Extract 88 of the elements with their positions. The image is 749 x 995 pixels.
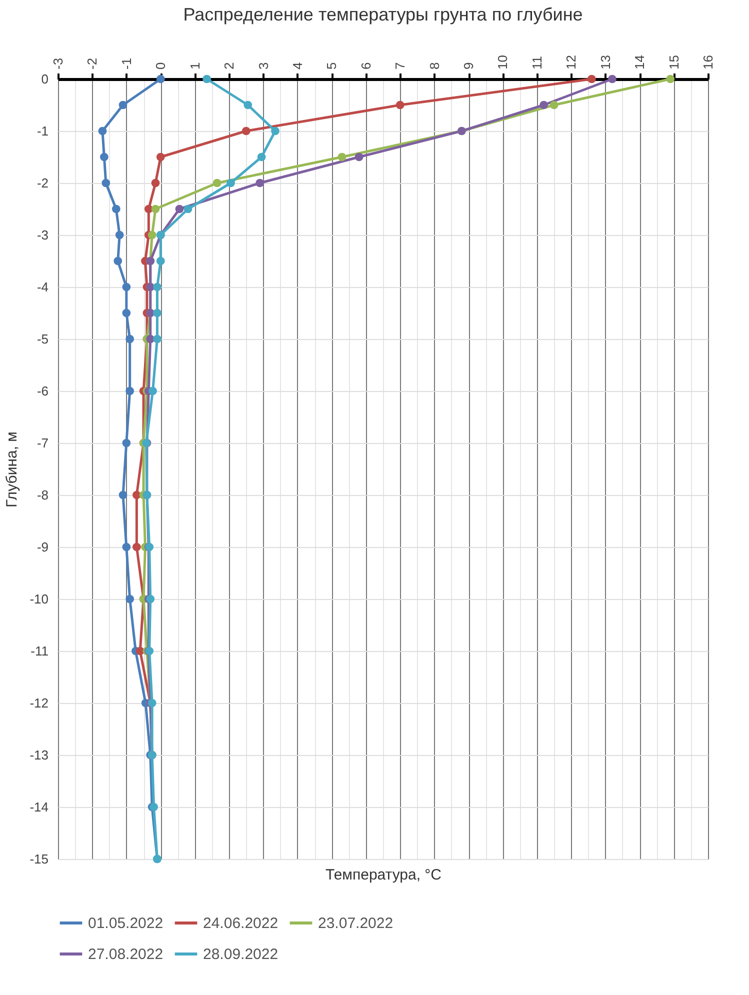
x-tick-label: 10: [495, 55, 510, 70]
point: [242, 126, 250, 136]
y-tick-label: -9: [36, 540, 48, 554]
y-tick-label: -12: [30, 696, 48, 710]
point: [153, 334, 162, 344]
x-tick-label: -1: [118, 58, 134, 70]
x-tick-label: 3: [256, 62, 271, 70]
legend-label: 28.09.2022: [203, 946, 278, 963]
point: [122, 282, 131, 292]
y-tick-label: -8: [36, 488, 48, 502]
point: [257, 152, 266, 162]
x-axis-title: Температура, °C: [325, 866, 442, 884]
x-tick-label: -3: [50, 58, 66, 70]
y-tick-label: -14: [30, 800, 48, 814]
y-tick-label: -3: [36, 228, 48, 242]
y-tick-label: -15: [30, 852, 48, 866]
point: [256, 178, 264, 188]
x-tick-label: 0: [153, 62, 168, 70]
x-tick-label: 14: [632, 55, 648, 70]
x-tick-label: 13: [598, 55, 613, 70]
point: [122, 308, 131, 318]
point: [540, 100, 548, 110]
x-tick-label: 16: [700, 55, 716, 70]
point: [118, 490, 128, 500]
point: [156, 256, 165, 266]
x-tick-label: 1: [187, 62, 202, 70]
point: [151, 204, 160, 214]
point: [132, 542, 141, 552]
point: [153, 282, 162, 292]
y-tick-label: -2: [36, 176, 48, 190]
point: [153, 308, 162, 318]
point: [98, 126, 107, 136]
legend-label: 01.05.2022: [88, 915, 164, 932]
point: [115, 230, 124, 240]
y-tick-label: -4: [36, 280, 48, 294]
x-tick-label: 7: [392, 62, 408, 70]
point: [175, 204, 184, 214]
y-axis-title: Глубина, м: [4, 432, 21, 508]
point: [156, 74, 165, 84]
legend-label: 24.06.2022: [203, 915, 278, 932]
point: [338, 152, 346, 162]
point: [112, 204, 120, 214]
point: [608, 74, 616, 84]
point: [126, 386, 134, 396]
point: [550, 100, 558, 110]
x-tick-label: -2: [84, 58, 100, 70]
point: [588, 74, 596, 84]
legend-label: 27.08.2022: [88, 946, 164, 963]
point: [226, 178, 235, 188]
y-tick-label: -6: [36, 384, 48, 398]
x-tick-label: 8: [426, 62, 442, 70]
y-tick-label: -5: [36, 332, 48, 346]
point: [202, 74, 211, 84]
point: [122, 438, 131, 448]
point: [102, 178, 110, 188]
point: [151, 178, 160, 188]
point: [184, 204, 192, 214]
x-tick-label: 12: [564, 55, 579, 70]
x-tick-label: 5: [324, 62, 340, 70]
y-tick-label: 0: [41, 72, 48, 86]
point: [396, 100, 404, 110]
x-tick-label: 11: [529, 56, 544, 70]
point: [156, 152, 165, 162]
point: [148, 386, 157, 396]
point: [126, 594, 134, 604]
x-tick-label: 2: [222, 62, 237, 70]
point: [100, 152, 108, 162]
point: [666, 74, 675, 84]
point: [244, 100, 252, 110]
x-tick-label: 15: [666, 55, 682, 70]
x-tick-label: 6: [358, 62, 374, 70]
point: [118, 100, 128, 110]
point: [148, 230, 156, 240]
y-tick-label: -7: [36, 436, 48, 450]
point: [114, 256, 122, 266]
x-tick-label: 4: [290, 62, 305, 70]
chart-title: Распределение температуры грунта по глубине: [183, 4, 583, 25]
legend-label: 23.07.2022: [318, 915, 394, 932]
y-tick-label: -11: [30, 644, 48, 658]
x-tick-label: 9: [461, 62, 476, 70]
point: [271, 126, 280, 136]
y-tick-label: -1: [36, 124, 48, 138]
point: [354, 152, 364, 162]
point: [126, 334, 134, 344]
point: [122, 542, 131, 552]
y-tick-label: -10: [30, 592, 48, 606]
y-tick-label: -13: [30, 748, 48, 762]
point: [212, 178, 222, 188]
